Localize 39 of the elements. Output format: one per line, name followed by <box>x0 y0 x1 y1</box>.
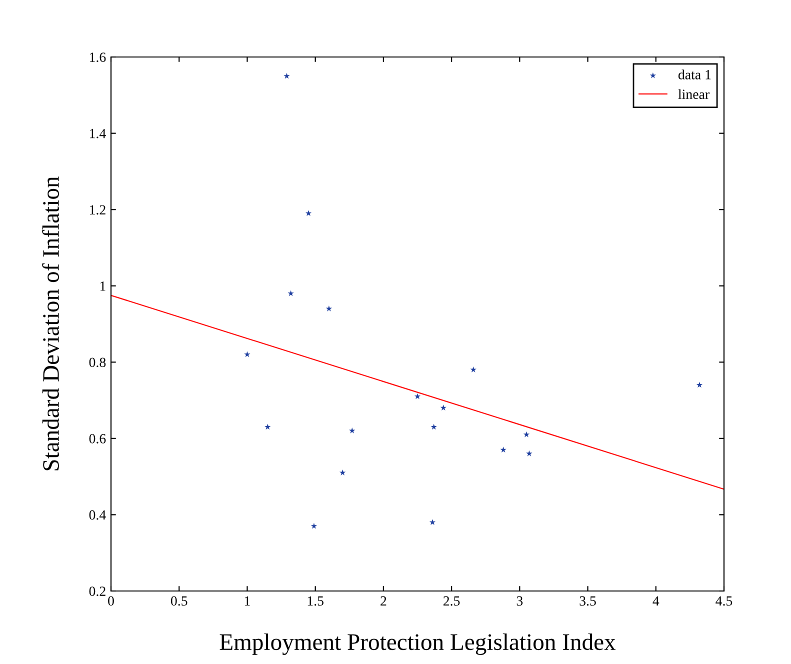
x-tick-label: 1 <box>244 596 250 606</box>
y-tick-label: 1.6 <box>90 52 106 62</box>
x-tick-label: 0 <box>108 596 114 606</box>
x-tick-label: 0.5 <box>170 596 188 606</box>
point <box>414 393 421 400</box>
y-axis-title: Standard Deviation of Inflation <box>42 176 59 470</box>
point <box>339 470 346 476</box>
x-tick-label: 4.5 <box>716 596 732 606</box>
point <box>326 305 332 312</box>
y-tick-label: 1.2 <box>90 205 106 215</box>
point <box>349 428 356 434</box>
point <box>526 450 532 456</box>
point <box>310 522 318 529</box>
point <box>523 431 530 438</box>
legend-label: data 1 <box>678 70 711 80</box>
x-tick-label: 2 <box>380 596 386 606</box>
y-tick-label: 0.2 <box>89 586 106 596</box>
x-tick-label: 1.5 <box>308 596 324 606</box>
x-tick-label: 2.5 <box>443 596 460 606</box>
point <box>305 210 312 216</box>
y-tick-label: 1.4 <box>90 128 106 138</box>
point <box>500 446 506 453</box>
point <box>288 290 294 296</box>
point <box>440 404 446 411</box>
y-tick-label: 0.8 <box>89 358 106 368</box>
x-tick-label: 3.5 <box>580 596 596 606</box>
legend-label: linear <box>678 89 710 99</box>
y-tick-label: 1 <box>100 282 106 291</box>
point <box>696 382 703 388</box>
point <box>244 351 250 358</box>
point <box>284 72 290 79</box>
point <box>264 424 271 430</box>
y-tick-label: 0.4 <box>89 510 106 520</box>
point <box>430 424 437 430</box>
x-axis-title: Employment Protection Legislation Index <box>220 633 616 655</box>
x-tick-label: 3 <box>516 596 523 606</box>
x-tick-label: 4 <box>652 596 660 606</box>
point <box>429 519 436 525</box>
y-tick-label: 0.6 <box>89 434 106 444</box>
